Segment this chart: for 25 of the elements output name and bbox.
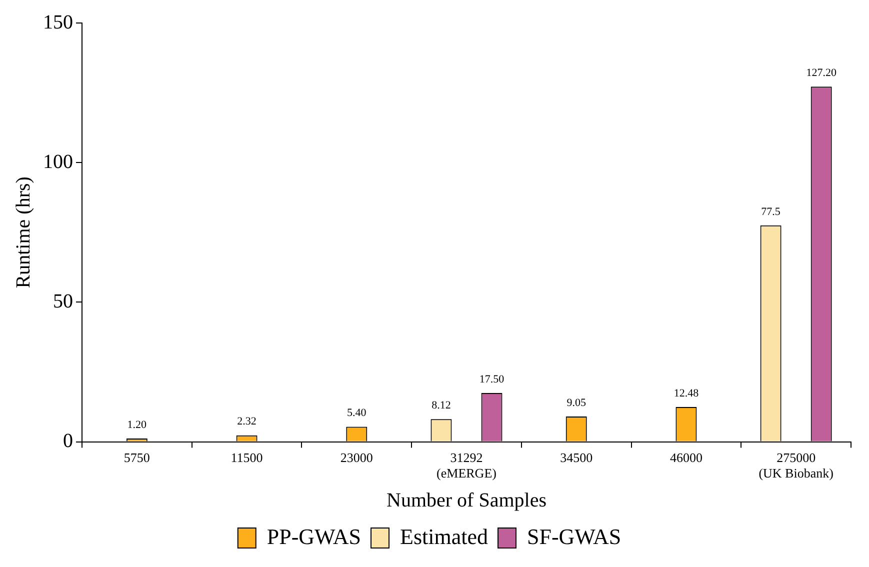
data-label: 8.12: [432, 400, 451, 412]
x-tick-label: 275000 (UK Biobank): [758, 450, 834, 481]
x-axis-title: Number of Samples: [386, 489, 547, 512]
x-tick-label: 31292 (eMERGE): [436, 450, 496, 481]
x-tick-label: 11500: [230, 450, 263, 466]
y-axis-title: Runtime (hrs): [12, 176, 34, 288]
data-label: 12.48: [674, 387, 700, 400]
x-tick-label: 5750: [124, 450, 150, 466]
y-tick-label: 0: [63, 430, 73, 452]
data-label: 1.20: [127, 418, 148, 431]
legend-label: Estimated: [400, 524, 488, 549]
y-tick-label: 150: [43, 11, 73, 34]
data-label: 17.50: [479, 373, 505, 386]
data-label: 5.40: [347, 407, 367, 420]
data-label: 9.05: [566, 396, 586, 409]
legend-label: SF-GWAS: [526, 524, 622, 549]
x-tick-label: 23000: [340, 450, 373, 466]
y-tick-label: 50: [53, 290, 73, 312]
data-label: 77.5: [761, 206, 781, 218]
data-label: 2.32: [237, 416, 256, 428]
data-label: 127.20: [806, 67, 837, 80]
x-tick-label: 46000: [670, 450, 702, 466]
legend-label: PP-GWAS: [266, 524, 362, 549]
x-tick-label: 34500: [560, 450, 593, 466]
y-tick-label: 100: [43, 150, 73, 173]
